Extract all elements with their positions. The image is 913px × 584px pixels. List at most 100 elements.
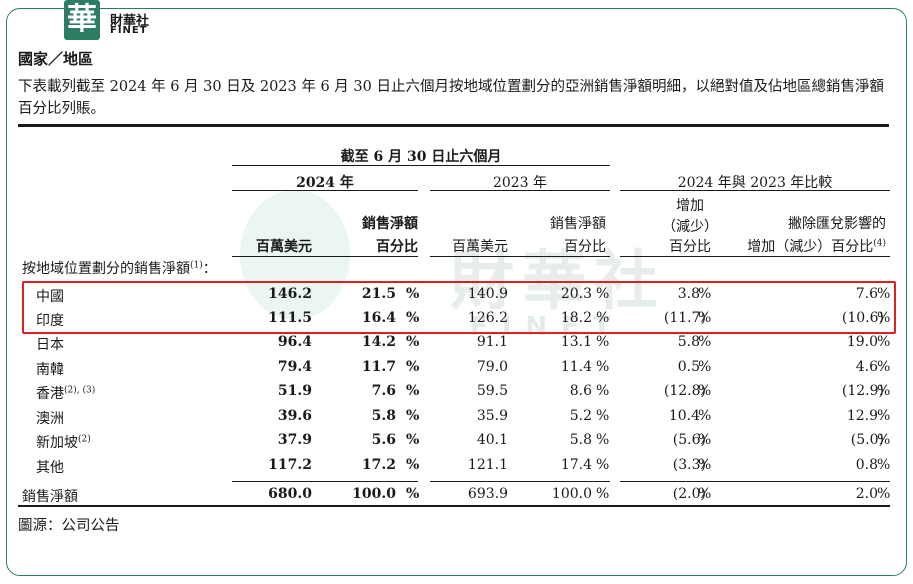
pct-sign: % [596, 310, 610, 326]
pct-sign: % [698, 286, 712, 302]
total-rule-compare [620, 481, 890, 482]
cell-p2024: 21.5 [361, 286, 396, 302]
pct-sign: % [698, 359, 712, 375]
period-header: 截至 6 月 30 日止六個月 [340, 149, 502, 165]
pct-sign: % [596, 334, 610, 350]
cell-chg: (5.6) [672, 432, 706, 448]
watermark-emblem [240, 190, 350, 320]
col-2024-pct-line1: 銷售淨額 [362, 216, 418, 232]
col-change-line2: （減少） [662, 219, 718, 235]
row-footnote: (2) [78, 434, 91, 445]
cell-fx: 4.6 [855, 359, 878, 375]
pct-sign: % [877, 486, 891, 502]
cell-a2023: 91.1 [476, 334, 508, 350]
pct-sign: % [596, 457, 610, 473]
cell-fx: 19.0 [846, 334, 878, 350]
col-2023-pct-line1: 銷售淨額 [550, 216, 606, 232]
cell-p2024: 11.7 [361, 359, 396, 375]
row-label: 銷售淨額 [22, 489, 78, 505]
col-2023-rule [430, 256, 610, 257]
pct-sign: % [698, 432, 712, 448]
cell-chg: (3.3) [672, 457, 706, 473]
row-label: 新加坡(2) [36, 434, 91, 451]
cell-p2024: 5.6 [371, 432, 396, 448]
cell-a2024: 96.4 [277, 334, 312, 350]
cell-chg: 5.8 [677, 334, 700, 350]
col-change-line3: 百分比 [669, 239, 711, 255]
pct-sign: % [406, 486, 420, 502]
cell-a2024: 680.0 [268, 486, 312, 502]
cell-a2024: 37.9 [277, 432, 312, 448]
cell-a2024: 39.6 [277, 408, 312, 424]
row-label: 澳洲 [36, 411, 64, 427]
cell-fx: 7.6 [855, 286, 878, 302]
cell-p2023: 8.6 [569, 383, 592, 399]
pct-sign: % [698, 408, 712, 424]
pct-sign: % [877, 432, 891, 448]
pct-sign: % [406, 334, 420, 350]
cell-p2023: 100.0 [551, 486, 592, 502]
col-2024-pct-line2: 百分比 [376, 239, 418, 255]
cell-p2023: 13.1 [560, 334, 592, 350]
cell-chg: 0.5 [677, 359, 700, 375]
cell-chg: 10.4 [668, 408, 700, 424]
pct-sign: % [596, 486, 610, 502]
row-label: 中國 [36, 289, 64, 305]
finet-logo-mark: 華 [64, 0, 100, 40]
pct-sign: % [596, 408, 610, 424]
cell-p2023: 5.2 [569, 408, 592, 424]
cell-a2024: 117.2 [268, 457, 312, 473]
cell-a2024: 146.2 [268, 286, 312, 302]
col-change-line1: 增加 [676, 198, 704, 214]
pct-sign: % [877, 383, 891, 399]
cell-a2024: 51.9 [277, 383, 312, 399]
total-rule-2024 [232, 481, 418, 482]
cell-fx: (10.6) [841, 310, 884, 326]
pct-sign: % [877, 408, 891, 424]
cell-p2023: 11.4 [560, 359, 592, 375]
cell-chg: 3.8 [677, 286, 700, 302]
cell-p2024: 5.8 [371, 408, 396, 424]
pct-sign: % [596, 286, 610, 302]
cell-p2023: 20.3 [560, 286, 592, 302]
cell-a2023: 35.9 [476, 408, 508, 424]
row-label: 南韓 [36, 362, 64, 378]
pct-sign: % [406, 408, 420, 424]
cell-a2024: 79.4 [277, 359, 312, 375]
pct-sign: % [877, 334, 891, 350]
cell-fx: (12.9) [841, 383, 884, 399]
source-note: 圖源：公司公告 [18, 518, 120, 534]
pct-sign: % [698, 310, 712, 326]
total-rule-2023 [430, 481, 610, 482]
pct-sign: % [877, 359, 891, 375]
col-fx-line1: 撇除匯兌影響的 [788, 216, 886, 232]
table-bottom-rule [18, 505, 890, 507]
cell-fx: 0.8 [855, 457, 878, 473]
cell-p2023: 18.2 [560, 310, 592, 326]
col-compare-rule [620, 256, 890, 257]
cell-a2023: 126.2 [467, 310, 508, 326]
pct-sign: % [596, 432, 610, 448]
content-frame [6, 8, 907, 576]
cell-p2024: 17.2 [361, 457, 396, 473]
cell-a2023: 40.1 [476, 432, 508, 448]
pct-sign: % [596, 383, 610, 399]
col-fx-line2: 增加（減少）百分比(4) [747, 238, 886, 255]
group-2024-header: 2024 年 [296, 175, 354, 191]
pct-sign: % [406, 457, 420, 473]
pct-sign: % [877, 457, 891, 473]
group-2023-header: 2023 年 [492, 175, 548, 191]
period-header-rule [232, 165, 610, 166]
section-label: 按地域位置劃分的銷售淨額(1)： [22, 260, 217, 277]
finet-logo-cn: 財華社 [110, 14, 150, 29]
row-label: 印度 [36, 313, 64, 329]
group-compare-header: 2024 年與 2023 年比較 [677, 175, 833, 191]
pct-sign: % [877, 286, 891, 302]
cell-chg: (12.8) [663, 383, 706, 399]
section-title: 國家／地區 [18, 50, 94, 68]
pct-sign: % [406, 310, 420, 326]
row-footnote: (2), (3) [64, 385, 96, 396]
intro-paragraph: 下表載列截至 2024 年 6 月 30 日及 2023 年 6 月 30 日止… [18, 79, 884, 117]
cell-p2024: 16.4 [361, 310, 396, 326]
cell-fx: 12.9 [846, 408, 878, 424]
